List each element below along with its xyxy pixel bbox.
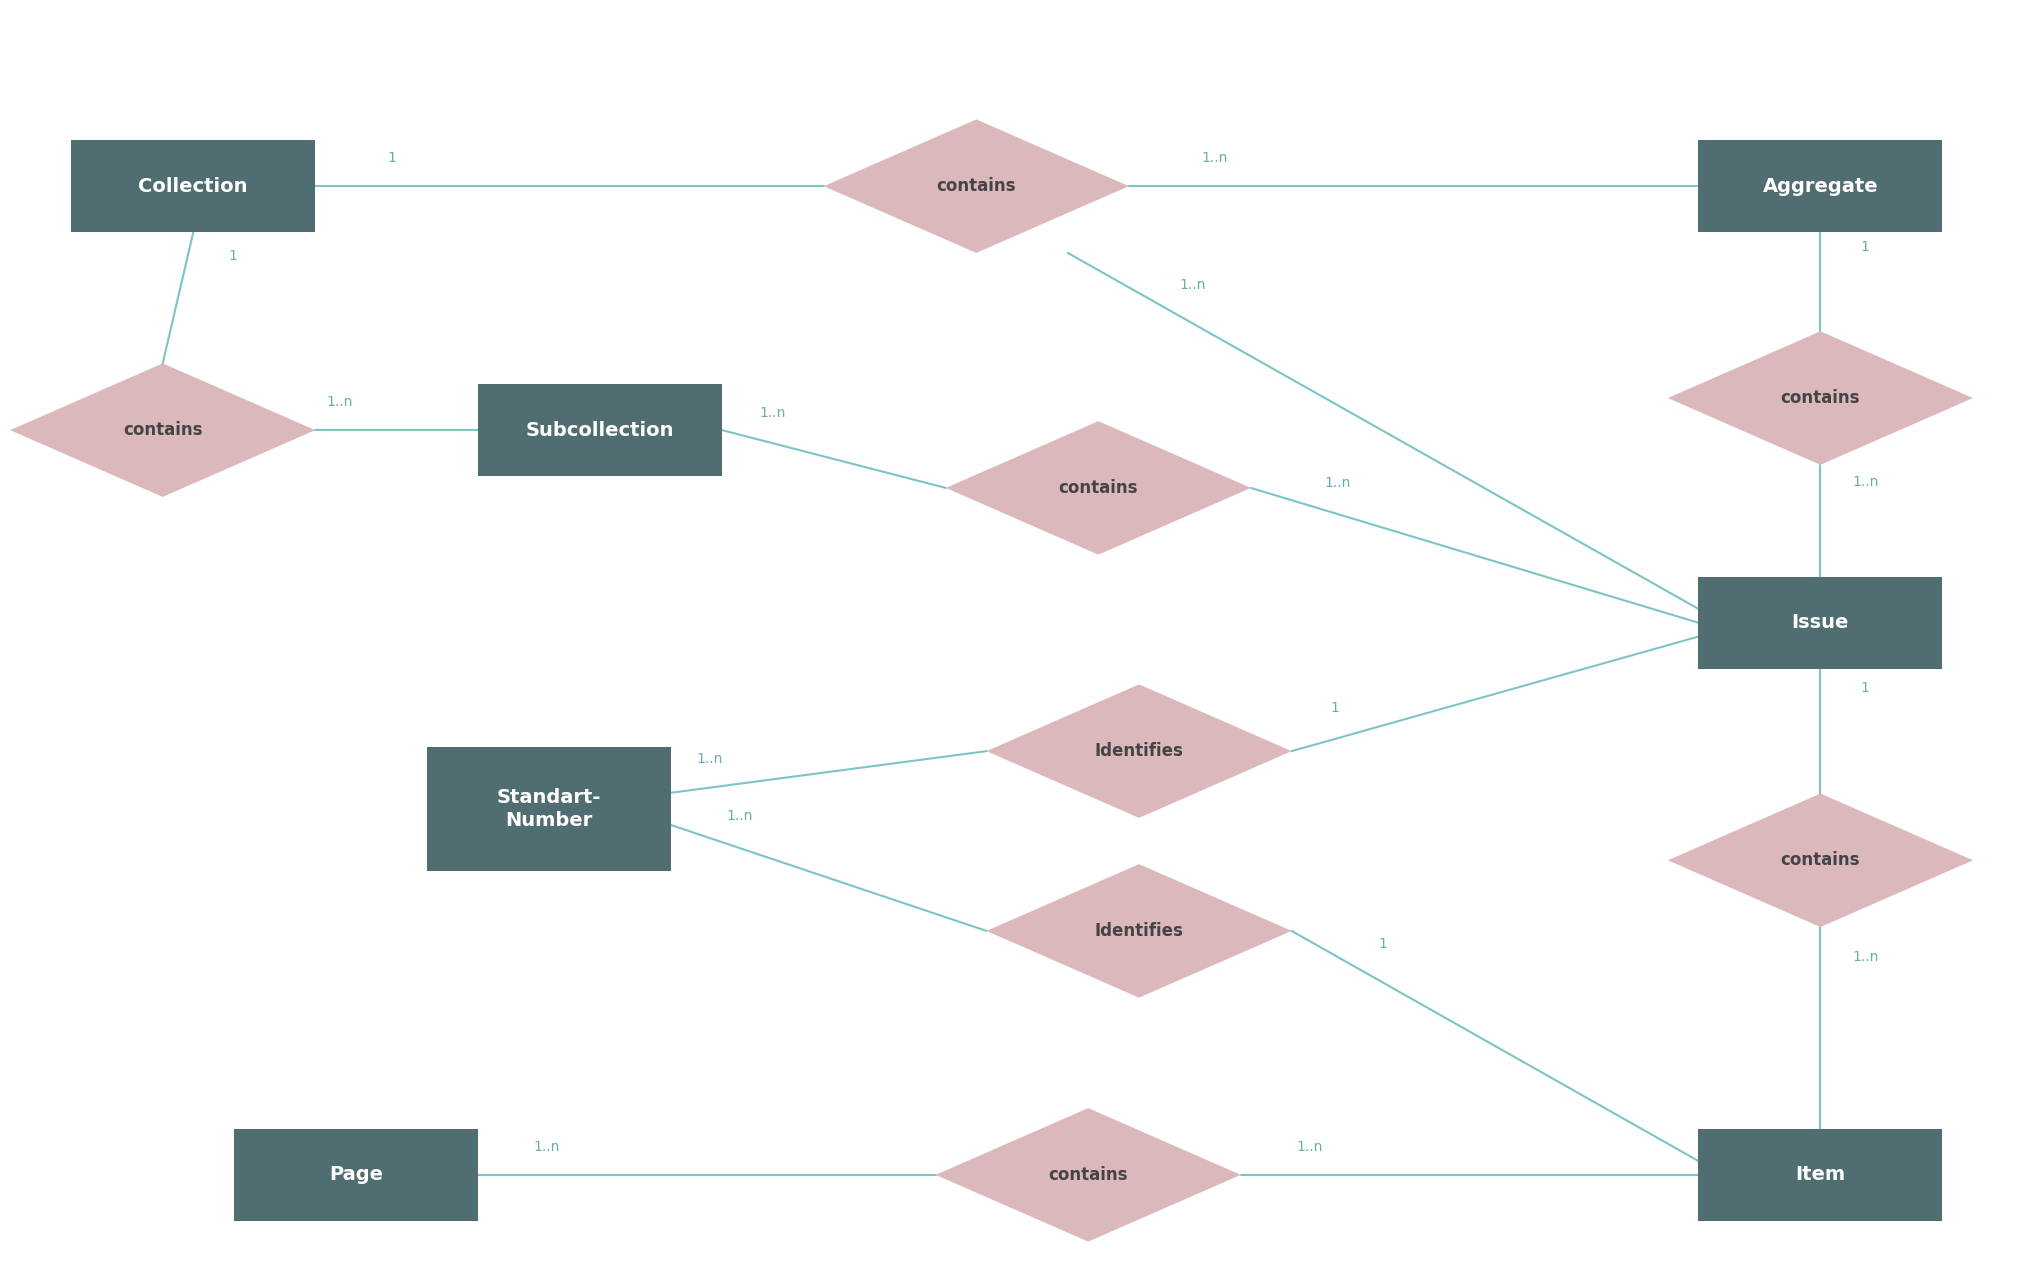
Polygon shape [946,421,1251,555]
Text: Identifies: Identifies [1094,742,1184,760]
Text: 1..n: 1..n [726,809,753,823]
Text: Item: Item [1796,1166,1845,1184]
Text: contains: contains [1780,851,1861,869]
Polygon shape [10,363,315,497]
Text: 1..n: 1..n [1180,279,1206,293]
Text: 1..n: 1..n [696,752,722,765]
Text: Collection: Collection [138,177,248,195]
Text: Identifies: Identifies [1094,922,1184,940]
FancyBboxPatch shape [1698,1129,1942,1221]
FancyBboxPatch shape [478,384,722,476]
Polygon shape [824,119,1129,253]
Text: Page: Page [330,1166,382,1184]
FancyBboxPatch shape [1698,577,1942,669]
Text: Issue: Issue [1792,614,1849,632]
Text: contains: contains [1048,1166,1129,1184]
Text: contains: contains [122,421,203,439]
Text: contains: contains [1780,389,1861,407]
Text: Subcollection: Subcollection [525,421,675,439]
Text: Standart-
Number: Standart- Number [496,787,602,831]
Text: contains: contains [936,177,1017,195]
FancyBboxPatch shape [427,746,671,872]
Text: 1: 1 [386,152,397,164]
Polygon shape [1668,794,1973,927]
Text: 1: 1 [1377,937,1387,951]
Text: 1..n: 1..n [759,406,785,420]
Text: 1..n: 1..n [327,395,352,408]
Text: 1: 1 [1861,681,1869,695]
Text: 1..n: 1..n [1853,950,1877,964]
Polygon shape [986,864,1292,998]
Text: 1..n: 1..n [1296,1140,1322,1153]
Text: 1..n: 1..n [533,1140,559,1153]
Text: contains: contains [1058,479,1139,497]
FancyBboxPatch shape [1698,140,1942,232]
Text: 1: 1 [228,249,238,263]
Polygon shape [1668,331,1973,465]
Text: 1..n: 1..n [1202,152,1227,164]
Text: 1..n: 1..n [1853,475,1877,489]
Text: 1: 1 [1330,701,1338,715]
Text: Aggregate: Aggregate [1763,177,1877,195]
Text: 1: 1 [1861,240,1869,254]
Polygon shape [986,684,1292,818]
Polygon shape [936,1108,1241,1242]
Text: 1..n: 1..n [1324,475,1351,489]
FancyBboxPatch shape [234,1129,478,1221]
FancyBboxPatch shape [71,140,315,232]
